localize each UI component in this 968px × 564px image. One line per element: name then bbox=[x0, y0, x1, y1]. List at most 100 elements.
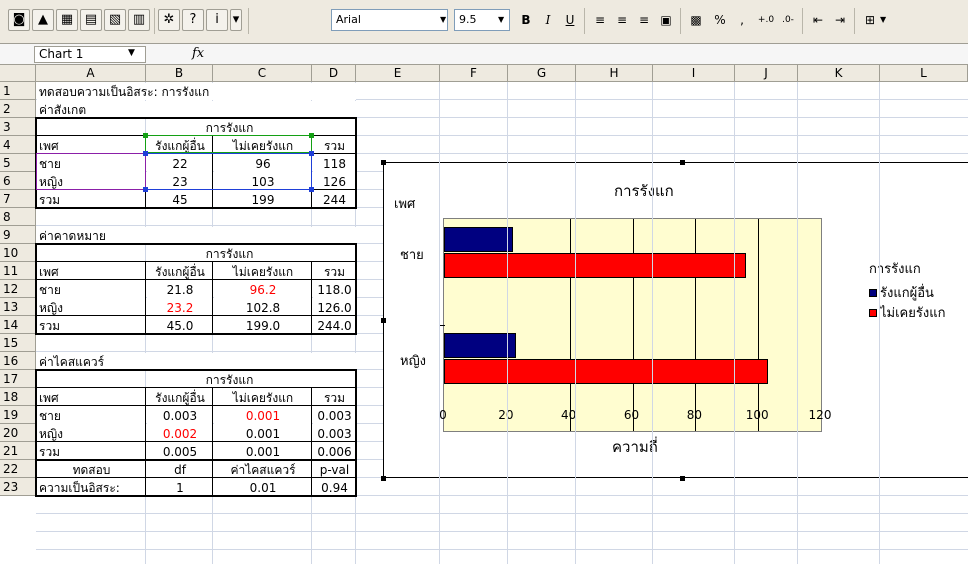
row-header-23[interactable]: 23 bbox=[0, 478, 36, 496]
data-table-icon[interactable]: ▧ bbox=[104, 9, 126, 31]
font-name-box[interactable]: Arial bbox=[331, 9, 448, 31]
chart-resize-handle[interactable] bbox=[680, 160, 685, 165]
column-header-e[interactable]: E bbox=[356, 65, 440, 82]
toolbar-options-icon[interactable]: ▾ bbox=[230, 9, 242, 31]
table-cell[interactable]: 103 bbox=[214, 173, 312, 190]
column-header-d[interactable]: D bbox=[312, 65, 356, 82]
row-header-7[interactable]: 7 bbox=[0, 190, 36, 208]
range-handle[interactable] bbox=[143, 151, 148, 156]
column-header-i[interactable]: I bbox=[653, 65, 735, 82]
chart-resize-handle[interactable] bbox=[680, 476, 685, 481]
column-header-f[interactable]: F bbox=[440, 65, 508, 82]
range-handle[interactable] bbox=[309, 133, 314, 138]
table-cell[interactable]: หญิง bbox=[37, 173, 146, 190]
range-handle[interactable] bbox=[143, 133, 148, 138]
size-dropdown-icon[interactable]: ▼ bbox=[498, 15, 505, 24]
tools-icon[interactable]: ✲ bbox=[158, 9, 180, 31]
table-cell[interactable]: 244 bbox=[313, 191, 356, 208]
bar-bully-0[interactable] bbox=[444, 227, 514, 252]
row-header-2[interactable]: 2 bbox=[0, 100, 36, 118]
table-header-cell[interactable]: รังแกผู้อื่น bbox=[147, 263, 213, 280]
bar-never-0[interactable] bbox=[444, 253, 746, 278]
table-cell[interactable]: 0.001 bbox=[214, 407, 312, 424]
font-size-box[interactable]: 9.5 bbox=[454, 9, 510, 31]
bar-chart-icon[interactable]: ▥ bbox=[128, 9, 150, 31]
italic-button[interactable]: I bbox=[545, 13, 551, 27]
comma-button[interactable]: , bbox=[740, 13, 744, 27]
fill-color-icon[interactable]: ▲ bbox=[32, 9, 54, 31]
decrease-decimal-button[interactable]: .0- bbox=[782, 15, 794, 25]
table-header-cell[interactable]: รวม bbox=[313, 389, 356, 406]
table-header-cell[interactable]: เพศ bbox=[37, 263, 146, 280]
table-cell[interactable]: 0.006 bbox=[313, 443, 356, 460]
table-header-cell[interactable]: ไม่เคยรังแก bbox=[214, 263, 312, 280]
increase-decimal-button[interactable]: +.0 bbox=[757, 15, 775, 25]
bar-bully-1[interactable] bbox=[444, 333, 517, 358]
table-cell[interactable]: รวม bbox=[37, 443, 146, 460]
table-cell[interactable]: 96 bbox=[214, 155, 312, 172]
group-header-expected[interactable]: การรังแก bbox=[147, 245, 312, 262]
range-handle[interactable] bbox=[309, 187, 314, 192]
bold-button[interactable]: B bbox=[521, 13, 531, 27]
name-box[interactable]: Chart 1 bbox=[34, 46, 146, 63]
bar-never-1[interactable] bbox=[444, 359, 768, 384]
select-all-corner[interactable] bbox=[0, 65, 36, 82]
table-header-cell[interactable]: รังแกผู้อื่น bbox=[147, 389, 213, 406]
table-cell[interactable]: หญิง bbox=[37, 299, 146, 316]
legend-icon[interactable]: ▤ bbox=[80, 9, 102, 31]
align-right-icon[interactable]: ≡ bbox=[638, 13, 650, 27]
table-cell[interactable]: 0.01 bbox=[214, 479, 312, 496]
table-header-cell[interactable]: ไม่เคยรังแก bbox=[214, 389, 312, 406]
table-header-cell[interactable]: รวม bbox=[313, 263, 356, 280]
currency-icon[interactable]: ▩ bbox=[690, 13, 702, 27]
borders-icon[interactable]: ⊞ bbox=[864, 13, 876, 27]
table-cell[interactable]: 1 bbox=[147, 479, 213, 496]
table-cell[interactable]: ชาย bbox=[37, 407, 146, 424]
row-header-14[interactable]: 14 bbox=[0, 316, 36, 334]
row-header-13[interactable]: 13 bbox=[0, 298, 36, 316]
column-header-a[interactable]: A bbox=[36, 65, 146, 82]
table-cell[interactable]: 0.003 bbox=[313, 425, 356, 442]
row-header-11[interactable]: 11 bbox=[0, 262, 36, 280]
range-handle[interactable] bbox=[143, 187, 148, 192]
decrease-indent-icon[interactable]: ⇤ bbox=[812, 13, 824, 27]
row-header-19[interactable]: 19 bbox=[0, 406, 36, 424]
table-cell[interactable]: 23 bbox=[147, 173, 213, 190]
row-header-17[interactable]: 17 bbox=[0, 370, 36, 388]
align-center-icon[interactable]: ≡ bbox=[616, 13, 628, 27]
table-cell[interactable]: 118.0 bbox=[313, 281, 356, 298]
table-cell[interactable]: 126.0 bbox=[313, 299, 356, 316]
table-cell[interactable]: หญิง bbox=[37, 425, 146, 442]
table-cell[interactable]: 199.0 bbox=[214, 317, 312, 334]
table-header-cell[interactable]: เพศ bbox=[37, 389, 146, 406]
chart-type-icon[interactable]: ▦ bbox=[56, 9, 78, 31]
chart-area-icon[interactable]: ◙ bbox=[8, 9, 30, 31]
table-header-cell[interactable]: รังแกผู้อื่น bbox=[147, 137, 213, 154]
chart-resize-handle[interactable] bbox=[381, 318, 386, 323]
table-header-cell[interactable]: ค่าไคสแควร์ bbox=[214, 461, 312, 478]
help-icon[interactable]: ? bbox=[182, 9, 204, 31]
table-header-cell[interactable]: ทดสอบ bbox=[37, 461, 146, 478]
name-box-dropdown-icon[interactable]: ▼ bbox=[128, 48, 135, 58]
table-cell[interactable]: 45 bbox=[147, 191, 213, 208]
row-header-6[interactable]: 6 bbox=[0, 172, 36, 190]
merge-cells-icon[interactable]: ▣ bbox=[660, 13, 672, 27]
table-cell[interactable]: 118 bbox=[313, 155, 356, 172]
row-header-22[interactable]: 22 bbox=[0, 460, 36, 478]
table-cell[interactable]: ชาย bbox=[37, 281, 146, 298]
table-cell[interactable]: 23.2 bbox=[147, 299, 213, 316]
row-header-3[interactable]: 3 bbox=[0, 118, 36, 136]
row-header-15[interactable]: 15 bbox=[0, 334, 36, 352]
table-cell[interactable]: 0.005 bbox=[147, 443, 213, 460]
function-icon[interactable]: fx bbox=[192, 46, 205, 61]
table-cell[interactable]: รวม bbox=[37, 191, 146, 208]
table-cell[interactable]: 0.003 bbox=[147, 407, 213, 424]
borders-dropdown-icon[interactable]: ▼ bbox=[880, 15, 887, 24]
chart-object[interactable]: การรังแก เพศ ความถี่ การรังแก รังแกผู้อื… bbox=[381, 160, 968, 481]
font-dropdown-icon[interactable]: ▼ bbox=[440, 15, 447, 24]
table-header-cell[interactable]: df bbox=[147, 461, 213, 478]
chart-resize-handle[interactable] bbox=[381, 476, 386, 481]
table-cell[interactable]: 45.0 bbox=[147, 317, 213, 334]
column-header-h[interactable]: H bbox=[576, 65, 653, 82]
table-cell[interactable]: 22 bbox=[147, 155, 213, 172]
